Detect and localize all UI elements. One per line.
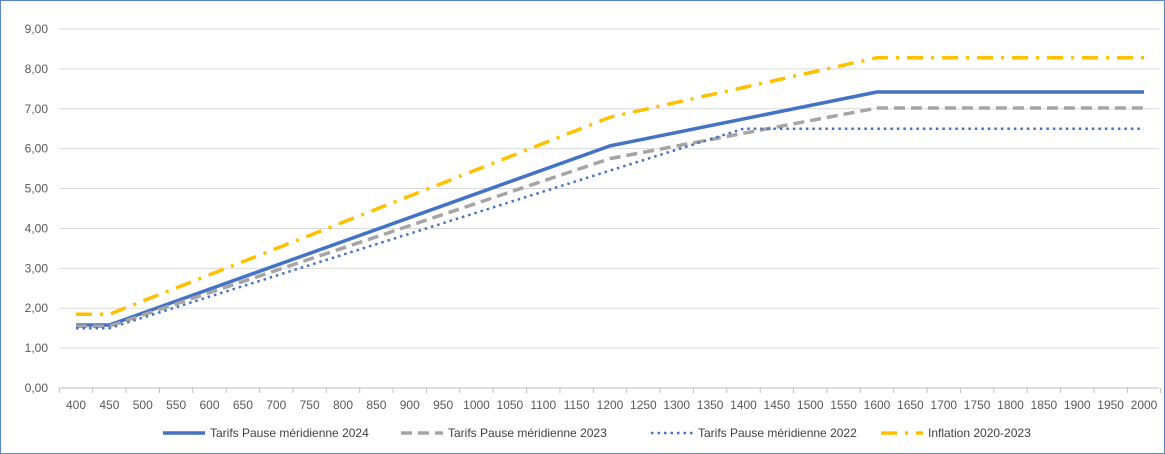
gridlines: [59, 28, 1159, 389]
x-tick-label: 1900: [1064, 398, 1091, 412]
y-tick-label: 7,00: [25, 102, 49, 116]
x-tick-label: 950: [433, 398, 453, 412]
x-tick-label: 1800: [997, 398, 1024, 412]
legend-label-1: Tarifs Pause méridienne 2024: [210, 426, 369, 440]
x-tick-label: 1750: [964, 398, 991, 412]
x-tick-label: 1600: [864, 398, 891, 412]
y-tick-label: 2,00: [25, 301, 49, 315]
y-tick-label: 0,00: [25, 381, 49, 395]
x-tick-label: 1250: [630, 398, 657, 412]
y-tick-label: 3,00: [25, 261, 49, 275]
x-axis: 400 450 500 550 600 650 700 750 800 850 900 950 1000…: [58, 387, 1162, 412]
x-tick-label: 450: [99, 398, 119, 412]
y-tick-label: 5,00: [25, 182, 49, 196]
x-tick-label: 1150: [564, 398, 590, 412]
x-tick-label: 1450: [764, 398, 791, 412]
legend-label-4: Inflation 2020-2023: [928, 426, 1031, 440]
y-tick-label: 9,00: [25, 22, 49, 36]
x-tick-label: 2000: [1131, 398, 1158, 412]
y-tick-label: 6,00: [25, 142, 49, 156]
y-tick-label: 8,00: [25, 62, 49, 76]
x-tick-label: 850: [366, 398, 386, 412]
y-tick-label: 1,00: [25, 341, 49, 355]
x-tick-label: 1700: [930, 398, 957, 412]
y-axis-ticks: 0,00 1,00 2,00 3,00 4,00 5,00 6,00 7,00 8,00 9,00: [25, 22, 49, 395]
series-line-2: [76, 106, 1144, 328]
x-tick-label: 1350: [697, 398, 724, 412]
x-tick-label: 400: [66, 398, 86, 412]
x-tick-label: 800: [333, 398, 353, 412]
x-tick-label: 1650: [897, 398, 924, 412]
x-tick-label: 1050: [497, 398, 524, 412]
series-line-1: [76, 90, 1144, 327]
x-tick-label: 650: [233, 398, 253, 412]
x-tick-label: 1300: [663, 398, 690, 412]
legend-label-2: Tarifs Pause méridienne 2023: [448, 426, 607, 440]
x-tick-label: 900: [400, 398, 420, 412]
x-tick-label: 700: [266, 398, 286, 412]
x-tick-label: 1950: [1097, 398, 1124, 412]
x-tick-label: 600: [199, 398, 219, 412]
x-tick-label: 1500: [797, 398, 824, 412]
x-tick-label: 550: [166, 398, 186, 412]
x-tick-label: 500: [133, 398, 153, 412]
legend: Tarifs Pause méridienne 2024 Tarifs Pause…: [163, 426, 1031, 440]
series-lines: [76, 55, 1144, 330]
x-tick-label: 1200: [597, 398, 624, 412]
x-tick-label: 750: [300, 398, 320, 412]
x-tick-label: 1400: [730, 398, 757, 412]
y-tick-label: 4,00: [25, 221, 49, 235]
x-tick-label: 1000: [463, 398, 490, 412]
series-line-4: [76, 55, 1144, 316]
legend-label-3: Tarifs Pause méridienne 2022: [698, 426, 857, 440]
x-tick-label: 1850: [1031, 398, 1058, 412]
x-tick-label: 1550: [830, 398, 857, 412]
x-tick-label: 1100: [530, 398, 556, 412]
